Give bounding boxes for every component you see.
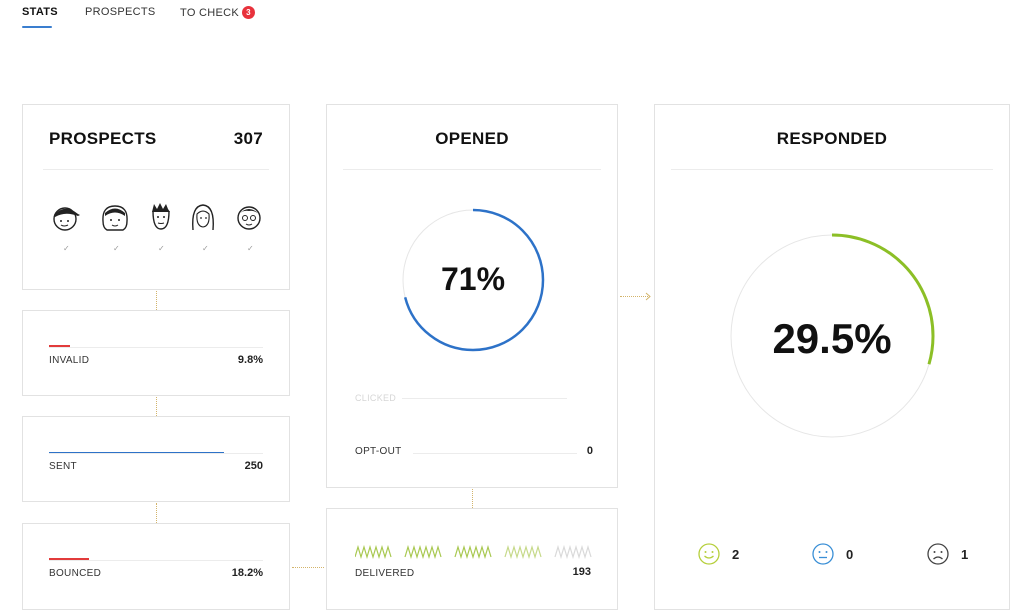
- invalid-label: INVALID: [49, 355, 90, 366]
- opened-percent: 71%: [440, 261, 506, 297]
- connector-arrow-icon: [645, 292, 651, 301]
- invalid-card[interactable]: INVALID 9.8%: [22, 310, 290, 396]
- opened-divider: [343, 169, 601, 170]
- mood-sad[interactable]: 1: [927, 543, 968, 565]
- connector-sent-bounced: [156, 503, 157, 523]
- optout-value: 0: [586, 445, 593, 457]
- responded-title: RESPONDED: [776, 129, 888, 148]
- to-check-count-badge: 3: [242, 6, 256, 19]
- optout-label: OPT-OUT: [355, 446, 402, 457]
- tab-stats[interactable]: STATS: [22, 6, 58, 18]
- clicked-track: [355, 398, 567, 399]
- invalid-value: 9.8%: [237, 354, 263, 366]
- bounced-bar: [49, 558, 89, 560]
- neutral-count: 0: [846, 546, 854, 562]
- opened-title: OPENED: [435, 129, 509, 148]
- sad-face-icon: [927, 543, 949, 565]
- responded-percent: 29.5%: [772, 315, 892, 362]
- avatar-check-1: ✓: [63, 244, 70, 253]
- prospects-divider: [43, 169, 269, 170]
- bounced-label: BOUNCED: [49, 568, 102, 579]
- tab-prospects-label: PROSPECTS: [85, 6, 156, 18]
- invalid-bar: [49, 345, 71, 347]
- sent-value: 250: [244, 460, 263, 472]
- person-spiky-icon: [152, 203, 170, 230]
- opened-donut-arc: [401, 208, 545, 352]
- invalid-track: [49, 347, 263, 348]
- tab-to-check[interactable]: TO CHECK 3: [180, 6, 256, 19]
- bounced-track: [49, 560, 263, 561]
- clicked-label: CLICKED: [355, 393, 403, 403]
- connector-opened-delivered: [472, 489, 473, 508]
- optout-track: [413, 453, 577, 454]
- responded-divider: [671, 169, 993, 170]
- tab-prospects[interactable]: PROSPECTS: [85, 6, 156, 18]
- avatar-check-5: ✓: [247, 244, 254, 253]
- avatar-check-4: ✓: [202, 244, 209, 253]
- prospects-count: 307: [233, 129, 263, 148]
- responded-donut-arc: [729, 233, 935, 439]
- connector-prospects-invalid: [156, 291, 157, 310]
- prospects-title: PROSPECTS: [49, 129, 157, 148]
- delivered-value: 193: [572, 566, 591, 578]
- opened-donut: [401, 208, 545, 352]
- connector-opened-responded: [620, 296, 648, 297]
- responded-donut: [729, 233, 935, 439]
- opened-card: OPENED 71% CLICKED OPT-OUT 0: [326, 104, 618, 488]
- sent-label: SENT: [49, 461, 77, 472]
- sent-card[interactable]: SENT 250: [22, 416, 290, 502]
- delivered-label: DELIVERED: [355, 568, 415, 579]
- neutral-face-icon: [812, 543, 834, 565]
- person-longhair-icon: [192, 204, 214, 231]
- connector-bounced-delivered: [292, 567, 324, 568]
- mood-happy[interactable]: 2: [698, 543, 739, 565]
- delivered-envelopes-icon: [355, 545, 592, 559]
- sent-track: [49, 453, 263, 454]
- tab-to-check-label: TO CHECK: [180, 7, 240, 19]
- prospects-card: PROSPECTS 307 ✓ ✓ ✓ ✓ ✓: [22, 104, 290, 290]
- person-cap-icon: [53, 207, 80, 231]
- happy-count: 2: [732, 546, 740, 562]
- active-tab-indicator: [22, 26, 52, 28]
- mood-neutral[interactable]: 0: [812, 543, 853, 565]
- delivered-card[interactable]: DELIVERED 193: [326, 508, 618, 610]
- person-bob-icon: [102, 205, 128, 231]
- happy-face-icon: [698, 543, 720, 565]
- person-glasses-icon: [237, 206, 261, 230]
- tab-stats-label: STATS: [22, 6, 58, 18]
- avatar-check-2: ✓: [113, 244, 120, 253]
- bounced-value: 18.2%: [231, 567, 263, 579]
- connector-invalid-sent: [156, 397, 157, 416]
- sad-count: 1: [961, 546, 969, 562]
- bounced-card[interactable]: BOUNCED 18.2%: [22, 523, 290, 610]
- responded-card: RESPONDED 29.5% 2 0 1: [654, 104, 1010, 610]
- avatar-check-3: ✓: [158, 244, 165, 253]
